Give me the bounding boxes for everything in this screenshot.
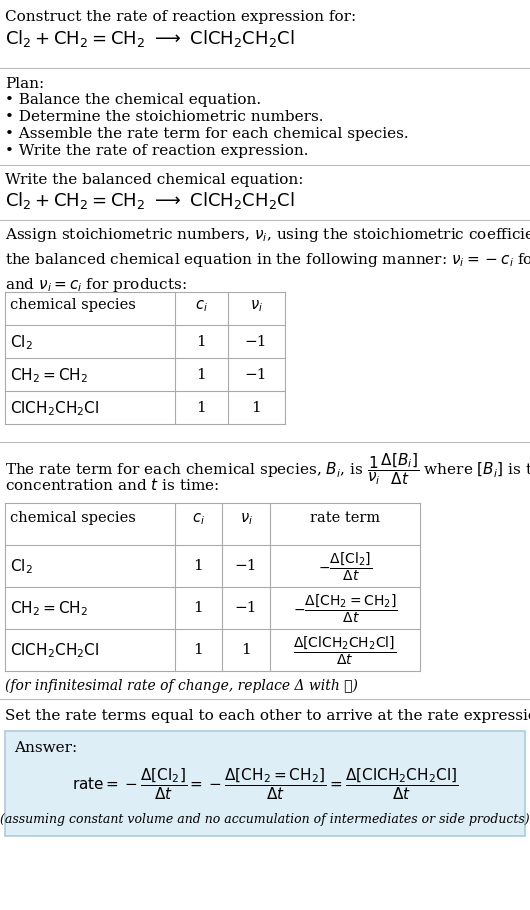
Text: $\mathrm{ClCH_2CH_2Cl}$: $\mathrm{ClCH_2CH_2Cl}$ [10, 641, 100, 660]
Text: 1: 1 [196, 335, 206, 349]
Text: Set the rate terms equal to each other to arrive at the rate expression:: Set the rate terms equal to each other t… [5, 709, 530, 723]
Text: −1: −1 [235, 601, 257, 615]
Text: • Write the rate of reaction expression.: • Write the rate of reaction expression. [5, 144, 308, 158]
Text: (assuming constant volume and no accumulation of intermediates or side products): (assuming constant volume and no accumul… [0, 813, 530, 826]
Text: −1: −1 [235, 559, 257, 573]
Text: $\mathrm{Cl_2 + CH_2{=}CH_2 \ \longrightarrow \ ClCH_2CH_2Cl}$: $\mathrm{Cl_2 + CH_2{=}CH_2 \ \longright… [5, 28, 295, 49]
Text: Write the balanced chemical equation:: Write the balanced chemical equation: [5, 173, 304, 187]
Text: −1: −1 [245, 335, 267, 349]
Text: $\mathrm{rate} = -\dfrac{\Delta[\mathrm{Cl_2}]}{\Delta t} = -\dfrac{\Delta[\math: $\mathrm{rate} = -\dfrac{\Delta[\mathrm{… [72, 766, 458, 802]
Text: $\nu_i$: $\nu_i$ [250, 298, 262, 314]
Text: $\mathrm{Cl_2}$: $\mathrm{Cl_2}$ [10, 333, 33, 351]
Text: $-\dfrac{\Delta[\mathrm{CH_2{=}CH_2}]}{\Delta t}$: $-\dfrac{\Delta[\mathrm{CH_2{=}CH_2}]}{\… [293, 593, 398, 625]
Text: Construct the rate of reaction expression for:: Construct the rate of reaction expressio… [5, 10, 356, 24]
Text: $\mathrm{ClCH_2CH_2Cl}$: $\mathrm{ClCH_2CH_2Cl}$ [10, 399, 100, 418]
Text: $\mathrm{CH_2{=}CH_2}$: $\mathrm{CH_2{=}CH_2}$ [10, 366, 88, 385]
Text: (for infinitesimal rate of change, replace Δ with ⅆ): (for infinitesimal rate of change, repla… [5, 679, 358, 693]
Text: $-\dfrac{\Delta[\mathrm{Cl_2}]}{\Delta t}$: $-\dfrac{\Delta[\mathrm{Cl_2}]}{\Delta t… [318, 551, 372, 583]
Text: −1: −1 [245, 368, 267, 382]
Text: $c_i$: $c_i$ [191, 511, 205, 527]
Text: • Balance the chemical equation.: • Balance the chemical equation. [5, 93, 261, 107]
Text: 1: 1 [241, 643, 251, 657]
Text: $c_i$: $c_i$ [195, 298, 207, 314]
Text: $\dfrac{\Delta[\mathrm{ClCH_2CH_2Cl}]}{\Delta t}$: $\dfrac{\Delta[\mathrm{ClCH_2CH_2Cl}]}{\… [294, 635, 396, 667]
Text: concentration and $t$ is time:: concentration and $t$ is time: [5, 477, 219, 493]
Text: 1: 1 [193, 643, 203, 657]
Text: chemical species: chemical species [10, 298, 136, 312]
Text: 1: 1 [196, 401, 206, 415]
Text: chemical species: chemical species [10, 511, 136, 525]
Text: • Assemble the rate term for each chemical species.: • Assemble the rate term for each chemic… [5, 127, 409, 141]
Text: 1: 1 [251, 401, 261, 415]
Text: rate term: rate term [310, 511, 380, 525]
FancyBboxPatch shape [5, 731, 525, 836]
Text: $\mathrm{CH_2{=}CH_2}$: $\mathrm{CH_2{=}CH_2}$ [10, 599, 88, 618]
Text: Plan:: Plan: [5, 77, 44, 91]
Text: 1: 1 [193, 601, 203, 615]
Text: Assign stoichiometric numbers, $\nu_i$, using the stoichiometric coefficients, $: Assign stoichiometric numbers, $\nu_i$, … [5, 226, 530, 294]
Text: 1: 1 [193, 559, 203, 573]
Text: $\nu_i$: $\nu_i$ [240, 511, 252, 527]
Text: $\mathrm{Cl_2 + CH_2{=}CH_2 \ \longrightarrow \ ClCH_2CH_2Cl}$: $\mathrm{Cl_2 + CH_2{=}CH_2 \ \longright… [5, 190, 295, 211]
Text: 1: 1 [196, 368, 206, 382]
Text: The rate term for each chemical species, $B_i$, is $\dfrac{1}{\nu_i}\dfrac{\Delt: The rate term for each chemical species,… [5, 451, 530, 487]
Text: • Determine the stoichiometric numbers.: • Determine the stoichiometric numbers. [5, 110, 323, 124]
Text: Answer:: Answer: [14, 741, 77, 755]
Text: $\mathrm{Cl_2}$: $\mathrm{Cl_2}$ [10, 557, 33, 576]
